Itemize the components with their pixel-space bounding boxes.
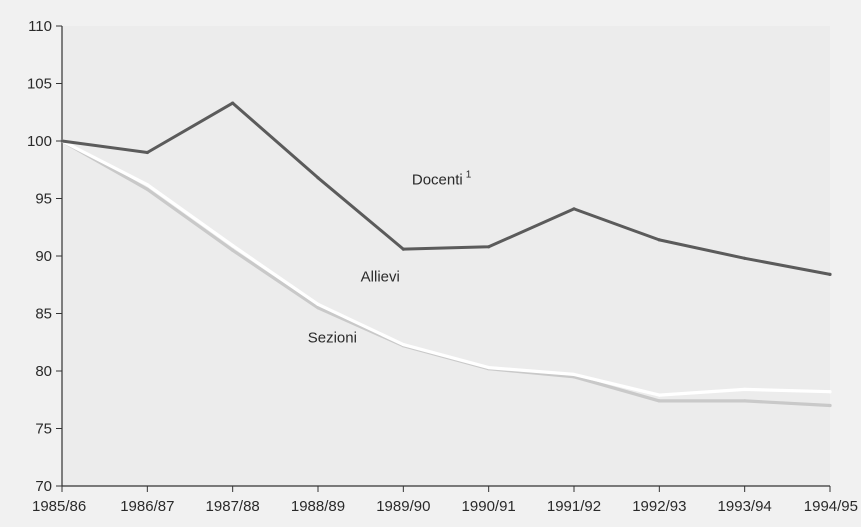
series-label-sezioni: Sezioni: [308, 329, 357, 346]
y-tick-label: 105: [27, 76, 52, 93]
x-tick-label: 1992/93: [632, 498, 686, 515]
y-tick-label: 95: [35, 191, 52, 208]
y-tick-label: 80: [35, 363, 52, 380]
x-tick-label: 1989/90: [376, 498, 430, 515]
data-point-docenti: [657, 238, 661, 242]
x-tick-label: 1991/92: [547, 498, 601, 515]
data-point-allievi: [231, 244, 235, 248]
x-tick-label: 1990/91: [462, 498, 516, 515]
data-point-docenti: [60, 139, 64, 143]
data-point-allievi: [743, 387, 747, 391]
series-labels: Docenti 1 Allievi Sezioni: [308, 170, 472, 347]
data-point-docenti: [145, 150, 149, 155]
x-tick-label: 1986/87: [120, 498, 174, 515]
data-point-docenti: [828, 272, 832, 276]
x-tick-label: 1994/95: [804, 498, 858, 515]
data-point-docenti: [487, 245, 491, 249]
data-point-allievi: [487, 365, 491, 370]
x-tick-label: 1987/88: [206, 498, 260, 515]
data-point-sezioni: [145, 187, 149, 191]
series-label-docenti: Docenti 1: [412, 170, 472, 189]
data-point-allievi: [657, 393, 661, 397]
data-point-sezioni: [316, 306, 320, 310]
y-tick-label: 90: [35, 248, 52, 265]
data-point-sezioni: [828, 403, 832, 408]
data-point-allievi: [572, 372, 576, 377]
data-point-sezioni: [657, 399, 661, 403]
data-point-sezioni: [231, 248, 235, 252]
data-point-docenti: [401, 247, 405, 251]
data-point-docenti: [572, 207, 576, 211]
data-point-sezioni: [743, 399, 747, 403]
series-label-allievi: Allievi: [361, 268, 400, 285]
x-axis: 1985/86 1986/87 1987/88 1988/89 1989/90 1990/…: [32, 485, 858, 515]
data-point-docenti: [231, 101, 235, 105]
data-point-allievi: [401, 342, 405, 347]
data-point-docenti: [743, 256, 747, 260]
x-tick-label: 1985/86: [32, 498, 86, 515]
y-tick-label: 100: [27, 133, 52, 150]
series-line-docenti: [60, 101, 832, 276]
y-tick-label: 70: [35, 478, 52, 495]
y-axis: 70 75 80 85 90 95 100 105 110: [27, 18, 63, 495]
series-layer: [60, 101, 832, 408]
data-point-allievi: [828, 390, 832, 394]
data-point-allievi: [145, 183, 149, 187]
data-point-allievi: [316, 302, 320, 306]
plot-area: [62, 26, 830, 486]
series-line-allievi: [60, 139, 832, 397]
x-tick-label: 1988/89: [291, 498, 345, 515]
y-tick-label: 75: [35, 421, 52, 438]
data-point-docenti: [316, 176, 320, 180]
y-tick-label: 110: [28, 18, 52, 35]
y-tick-label: 85: [35, 306, 52, 323]
x-tick-label: 1993/94: [718, 498, 772, 515]
